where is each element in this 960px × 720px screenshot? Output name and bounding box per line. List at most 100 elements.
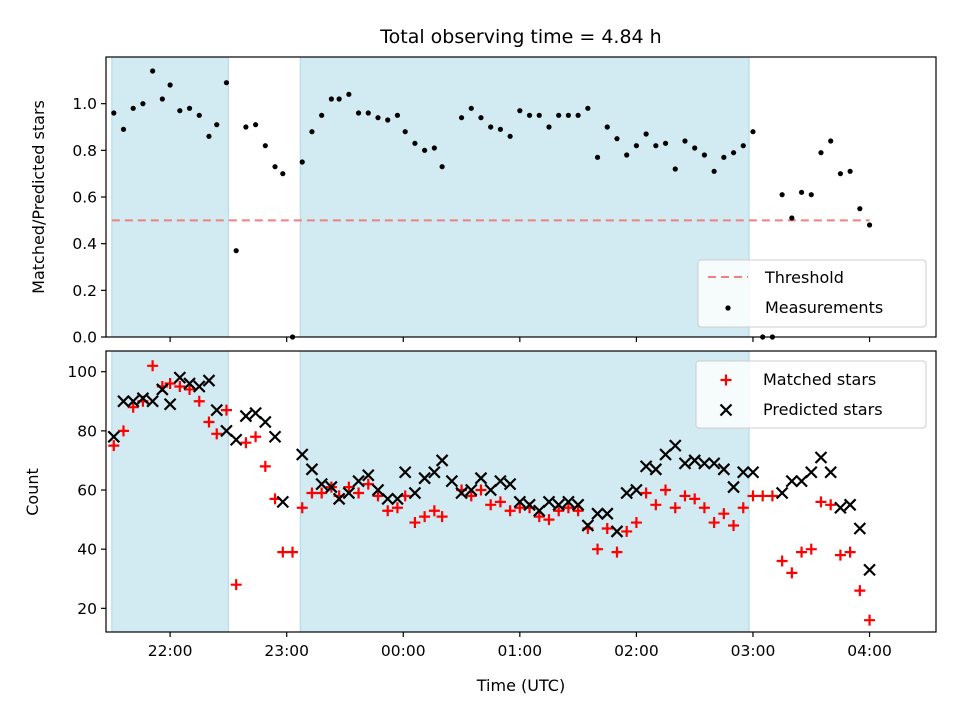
matched-star-point xyxy=(805,543,817,555)
measurement-point xyxy=(412,140,418,146)
predicted-star-point xyxy=(352,474,365,488)
matched-star-point xyxy=(184,383,196,395)
predicted-star-point xyxy=(342,486,356,500)
matched-star-point xyxy=(287,546,299,558)
bottom-shaded-intervals xyxy=(111,351,750,632)
measurement-point xyxy=(857,206,863,212)
predicted-star-point xyxy=(834,501,847,515)
matched-star-point xyxy=(203,416,215,428)
predicted-star-point xyxy=(727,480,740,494)
matched-star-point xyxy=(825,499,837,511)
legend-predicted-marker xyxy=(719,403,733,417)
measurement-point xyxy=(299,159,305,165)
matched-star-point xyxy=(611,546,623,558)
bottom-y-axis: 20 40 60 80 100 xyxy=(67,363,106,618)
matched-star-point xyxy=(436,511,448,523)
measurement-point xyxy=(375,115,381,121)
matched-star-point xyxy=(117,425,129,437)
predicted-star-point xyxy=(610,525,624,538)
predicted-star-point xyxy=(117,395,130,408)
measurement-point xyxy=(328,96,334,102)
matched-star-point xyxy=(147,360,159,372)
matched-star-point xyxy=(747,490,759,502)
measurement-point xyxy=(866,222,873,228)
top-panel: 0.0 0.2 0.4 0.6 0.8 1.0 Matched/Predicted sta… xyxy=(29,56,937,347)
predicted-star-point xyxy=(717,463,731,476)
matched-star-point xyxy=(776,555,788,567)
measurement-point xyxy=(536,112,542,118)
matched-star-point xyxy=(193,395,205,407)
bottom-x-axis: 22:00 23:00 00:00 01:00 02:00 03:00 04:00 xyxy=(148,632,892,660)
predicted-star-point xyxy=(276,495,290,509)
predicted-star-point xyxy=(620,486,633,500)
measurement-point xyxy=(624,152,630,158)
predicted-stars-series xyxy=(107,371,876,577)
predicted-star-point xyxy=(630,483,643,497)
matched-star-point xyxy=(108,440,120,452)
predicted-star-point xyxy=(239,409,253,423)
predicted-star-point xyxy=(136,392,150,405)
shaded-interval xyxy=(111,351,229,632)
predicted-star-point xyxy=(398,465,412,479)
predicted-star-point xyxy=(173,371,187,384)
matched-star-point xyxy=(316,487,328,499)
measurement-point xyxy=(458,115,465,121)
predicted-star-point xyxy=(843,498,857,512)
measurement-point xyxy=(422,147,428,153)
matched-star-point xyxy=(362,478,374,490)
predicted-star-point xyxy=(474,471,488,485)
measurement-point xyxy=(355,110,362,116)
matched-star-point xyxy=(220,404,232,416)
measurement-point xyxy=(243,124,249,130)
matched-star-point xyxy=(640,487,652,499)
predicted-star-point xyxy=(455,486,468,500)
predicted-star-point xyxy=(678,457,692,470)
matched-star-point xyxy=(815,496,827,508)
measurement-point xyxy=(394,112,401,118)
matched-star-point xyxy=(766,490,778,502)
y-tick-label: 0.8 xyxy=(72,142,97,160)
measurement-point xyxy=(262,143,268,149)
measurement-point xyxy=(507,133,513,139)
measurement-point xyxy=(497,126,504,132)
matched-star-point xyxy=(127,401,139,413)
top-legend: Threshold Measurements xyxy=(697,259,927,328)
measurement-point xyxy=(272,164,278,170)
matched-star-point xyxy=(543,514,555,526)
measurement-point xyxy=(309,129,315,135)
matched-star-point xyxy=(708,517,720,529)
matched-star-point xyxy=(650,499,662,511)
predicted-star-point xyxy=(107,430,121,444)
y-tick-label: 60 xyxy=(77,482,97,500)
matched-star-point xyxy=(465,490,477,502)
predicted-star-point xyxy=(408,486,422,500)
measurement-point xyxy=(253,122,259,128)
predicted-star-point xyxy=(391,492,404,506)
matched-star-point xyxy=(514,502,526,514)
predicted-star-point xyxy=(229,433,243,447)
predicted-star-point xyxy=(698,457,711,470)
y-tick-label: 0.6 xyxy=(72,189,97,207)
bottom-axes-frame xyxy=(105,350,937,633)
predicted-star-point xyxy=(295,448,309,461)
predicted-star-point xyxy=(552,498,565,512)
predicted-star-point xyxy=(775,486,789,500)
measurement-point xyxy=(546,124,552,130)
predicted-star-point xyxy=(591,507,604,520)
matched-star-point xyxy=(757,490,769,502)
predicted-star-point xyxy=(435,454,449,467)
predicted-star-point xyxy=(484,483,497,497)
matched-star-point xyxy=(718,508,730,520)
predicted-star-point xyxy=(332,492,346,506)
x-tick-label: 22:00 xyxy=(148,642,193,660)
measurement-point xyxy=(223,80,230,86)
measurements-series xyxy=(111,68,873,340)
measurement-point xyxy=(779,192,785,198)
top-legend-box xyxy=(697,259,927,328)
measurement-point xyxy=(280,171,286,177)
matched-star-point xyxy=(343,481,355,493)
predicted-star-point xyxy=(268,430,282,444)
measurement-point xyxy=(682,138,688,144)
measurement-point xyxy=(365,110,371,116)
predicted-star-point xyxy=(814,451,828,464)
